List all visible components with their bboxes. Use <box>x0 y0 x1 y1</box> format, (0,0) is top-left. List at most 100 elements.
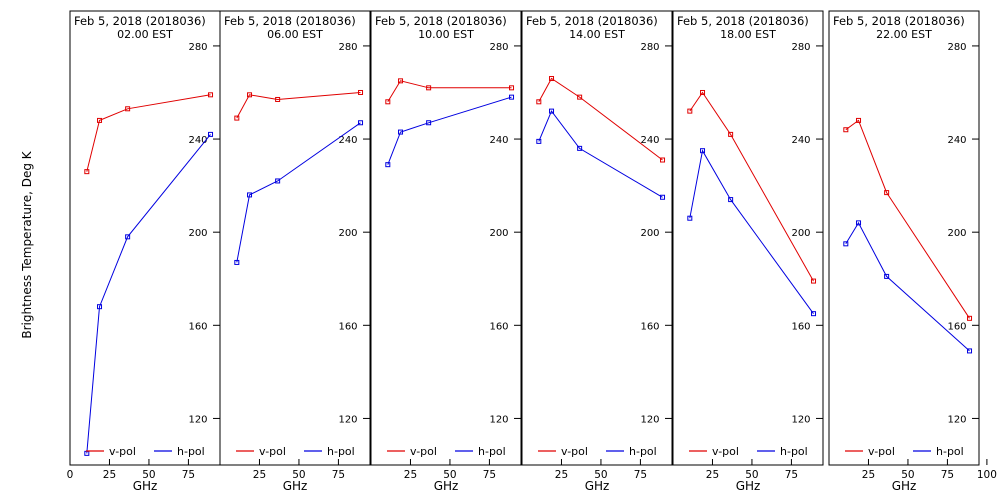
y-tick-label: 240 <box>338 135 357 146</box>
panel-frame-6 <box>828 10 980 466</box>
x-tick-label: 75 <box>483 469 496 481</box>
y-tick-label: 280 <box>947 42 966 53</box>
series-line-h-pol-3 <box>387 96 512 165</box>
panel-subtitle-5: 18.00 EST <box>720 28 776 41</box>
data-point-v-pol <box>856 117 862 123</box>
data-point-v-pol <box>358 89 364 95</box>
y-tick-label: 240 <box>489 135 508 146</box>
data-point-v-pol <box>536 99 542 105</box>
data-point-v-pol <box>549 76 555 82</box>
y-tick-label: 120 <box>791 414 810 425</box>
data-point-v-pol <box>577 94 583 100</box>
y-tick-label: 120 <box>947 414 966 425</box>
data-point-v-pol <box>97 117 103 123</box>
x-tick-label: 75 <box>332 469 345 481</box>
y-tick-label: 200 <box>640 228 659 239</box>
data-point-h-pol <box>660 194 666 200</box>
data-point-v-pol <box>385 99 391 105</box>
data-point-h-pol <box>687 215 693 221</box>
data-point-h-pol <box>275 178 281 184</box>
x-axis-label-5: GHz <box>736 479 761 493</box>
x-tick-label: 0 <box>67 469 74 481</box>
y-tick-label: 160 <box>791 321 810 332</box>
data-point-h-pol <box>536 138 542 144</box>
legend-label-h-pol: h-pol <box>629 445 657 458</box>
series-line-v-pol-2 <box>236 92 361 119</box>
y-axis-label: Brightness Temperature, Deg K <box>20 150 34 338</box>
data-point-v-pol <box>509 85 515 91</box>
y-tick-label: 240 <box>188 135 207 146</box>
y-tick-label: 160 <box>640 321 659 332</box>
y-tick-label: 120 <box>640 414 659 425</box>
data-point-v-pol <box>84 169 90 175</box>
series-line-h-pol-5 <box>689 149 814 314</box>
legend-label-h-pol: h-pol <box>780 445 808 458</box>
data-point-v-pol <box>687 108 693 114</box>
x-tick-label: 50 <box>594 469 607 481</box>
y-tick-label: 200 <box>338 228 357 239</box>
data-point-h-pol <box>700 148 706 154</box>
data-point-v-pol <box>234 115 240 121</box>
data-point-h-pol <box>811 311 817 317</box>
panel-subtitle-2: 06.00 EST <box>267 28 323 41</box>
x-axis-label-6: GHz <box>892 479 917 493</box>
data-point-v-pol <box>967 315 973 321</box>
legend-label-v-pol: v-pol <box>109 445 136 458</box>
data-point-h-pol <box>385 162 391 168</box>
legend-label-v-pol: v-pol <box>712 445 739 458</box>
panel-subtitle-6: 22.00 EST <box>876 28 932 41</box>
legend-label-h-pol: h-pol <box>936 445 964 458</box>
y-tick-label: 200 <box>791 228 810 239</box>
series-line-v-pol-6 <box>845 119 970 319</box>
x-tick-label: 50 <box>142 469 155 481</box>
x-tick-label: 25 <box>706 469 719 481</box>
x-axis-label-4: GHz <box>585 479 610 493</box>
y-tick-label: 120 <box>489 414 508 425</box>
panel-frame-5 <box>672 10 824 466</box>
y-tick-label: 160 <box>338 321 357 332</box>
panel-subtitle-3: 10.00 EST <box>418 28 474 41</box>
legend-label-h-pol: h-pol <box>327 445 355 458</box>
data-point-h-pol <box>884 273 890 279</box>
panel-title-2: Feb 5, 2018 (2018036) <box>224 14 356 28</box>
panel-frame-3 <box>370 10 522 466</box>
x-tick-label: 75 <box>634 469 647 481</box>
panel-subtitle-1: 02.00 EST <box>117 28 173 41</box>
data-point-v-pol <box>728 131 734 137</box>
panel-frame-4 <box>521 10 673 466</box>
x-axis-label-2: GHz <box>283 479 308 493</box>
x-tick-label: 50 <box>443 469 456 481</box>
x-tick-label: 100 <box>977 469 997 481</box>
panel-subtitle-4: 14.00 EST <box>569 28 625 41</box>
data-point-h-pol <box>247 192 253 198</box>
series-line-v-pol-5 <box>689 91 814 282</box>
x-axis-label-1: GHz <box>133 479 158 493</box>
legend-label-v-pol: v-pol <box>868 445 895 458</box>
data-point-h-pol <box>549 108 555 114</box>
data-point-v-pol <box>700 89 706 95</box>
data-point-h-pol <box>125 234 131 240</box>
legend-label-h-pol: h-pol <box>478 445 506 458</box>
series-line-h-pol-4 <box>538 110 663 198</box>
y-tick-label: 120 <box>338 414 357 425</box>
legend-label-v-pol: v-pol <box>410 445 437 458</box>
data-point-v-pol <box>426 85 432 91</box>
data-point-v-pol <box>247 92 253 98</box>
panel-title-4: Feb 5, 2018 (2018036) <box>526 14 658 28</box>
x-tick-label: 25 <box>404 469 417 481</box>
data-point-v-pol <box>884 190 890 196</box>
x-tick-label: 25 <box>103 469 116 481</box>
data-point-h-pol <box>426 120 432 126</box>
x-tick-label: 25 <box>862 469 875 481</box>
x-tick-label: 75 <box>941 469 954 481</box>
data-point-h-pol <box>577 145 583 151</box>
data-point-v-pol <box>660 157 666 163</box>
y-tick-label: 280 <box>338 42 357 53</box>
data-point-h-pol <box>509 94 515 100</box>
x-tick-label: 75 <box>785 469 798 481</box>
legend-label-v-pol: v-pol <box>259 445 286 458</box>
series-line-v-pol-1 <box>86 94 211 172</box>
x-tick-label: 50 <box>901 469 914 481</box>
y-tick-label: 240 <box>791 135 810 146</box>
